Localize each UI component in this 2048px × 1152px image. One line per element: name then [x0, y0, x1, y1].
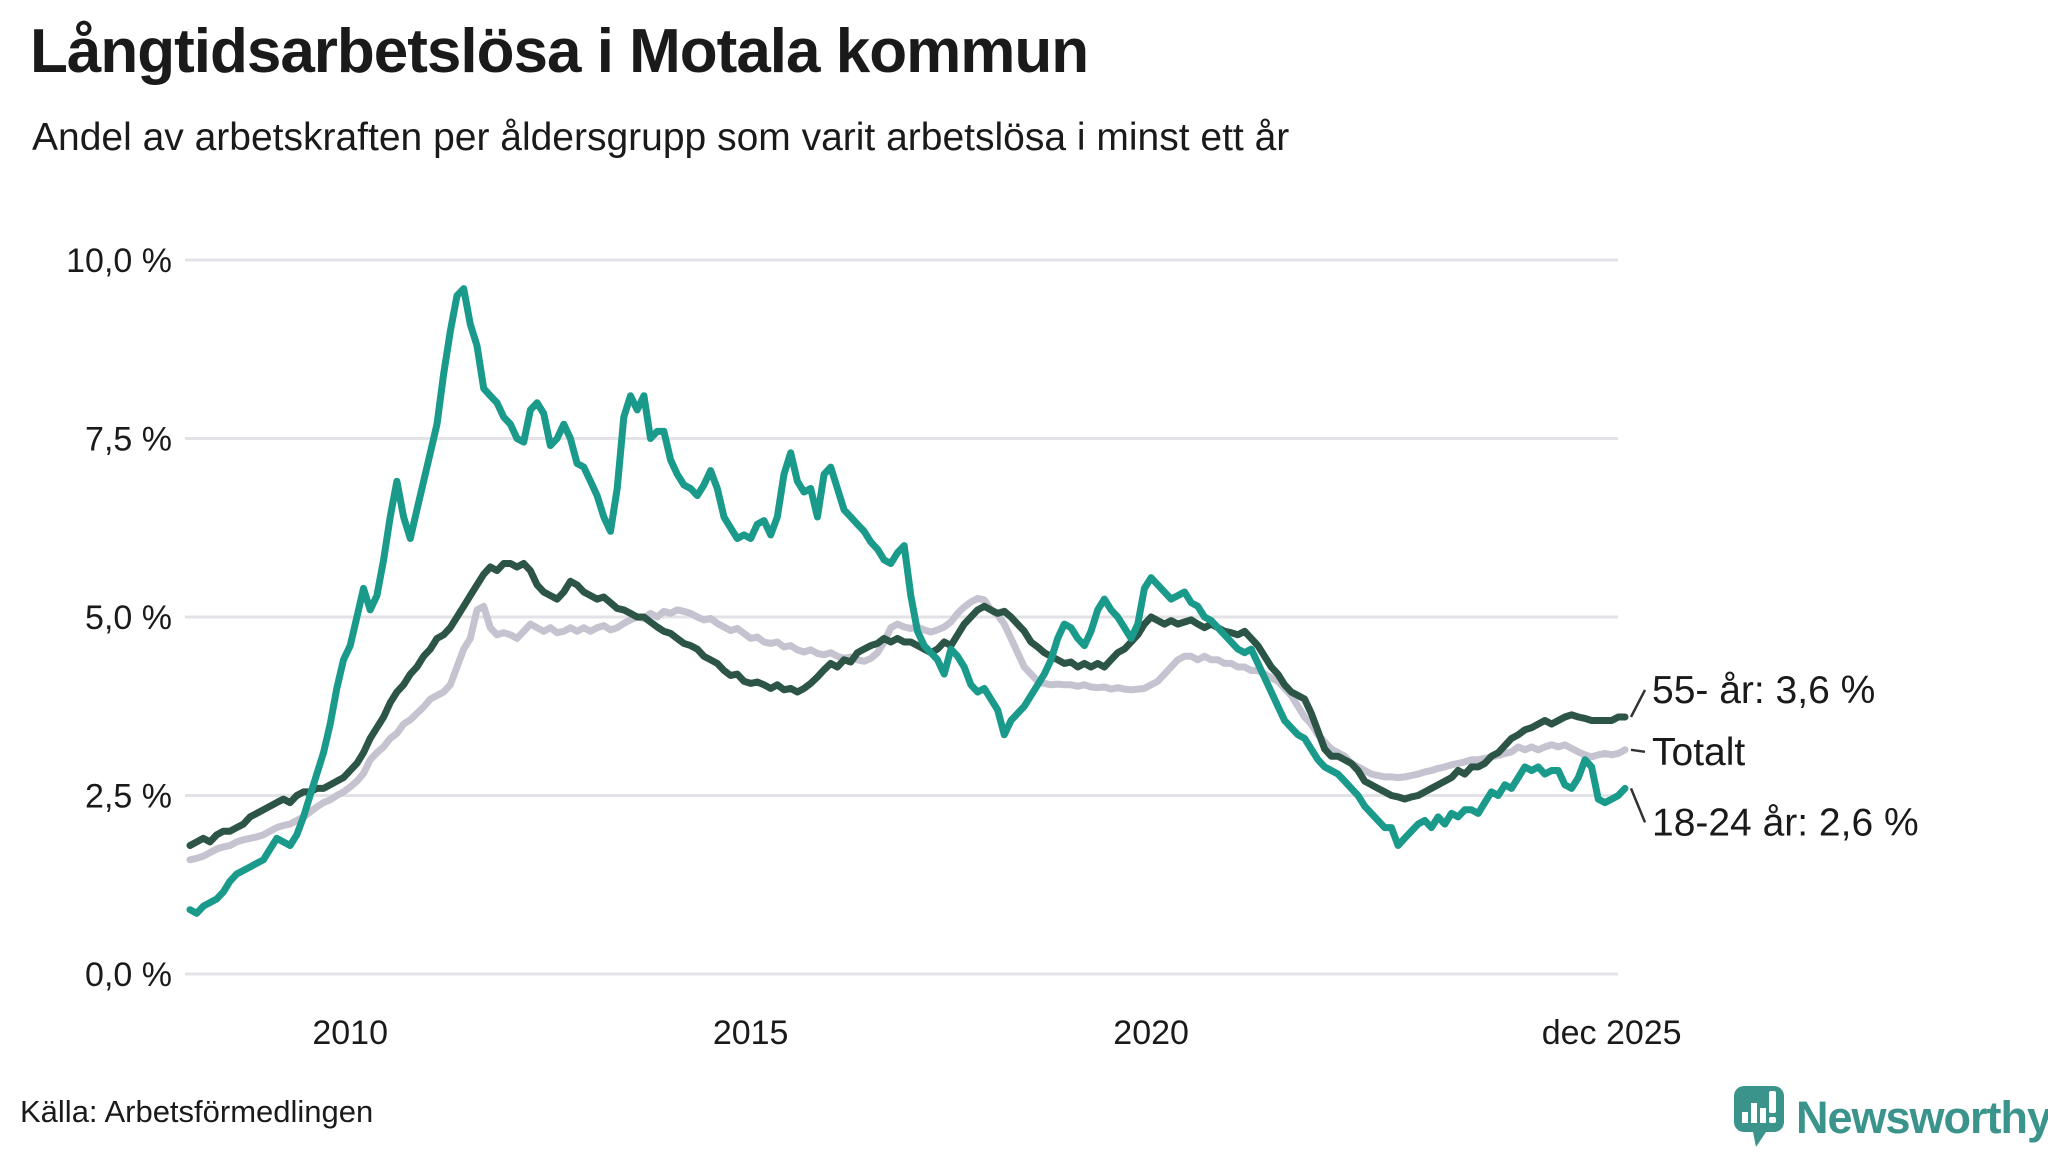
x-axis-tick-label: 2020 [1113, 1014, 1189, 1052]
series-end-label-55- år: 55- år: 3,6 % [1652, 669, 1875, 712]
x-axis-tick-label: 2015 [713, 1014, 789, 1052]
x-axis-tick-label: dec 2025 [1542, 1014, 1682, 1052]
y-axis-tick-label: 5,0 % [85, 599, 172, 637]
label-connector-18-24 år [1629, 787, 1647, 823]
y-axis-tick-label: 10,0 % [66, 242, 172, 280]
label-connector-55- år [1629, 689, 1647, 718]
chart-subtitle: Andel av arbetskraften per åldersgrupp s… [32, 116, 1290, 159]
y-axis-tick-label: 0,0 % [85, 956, 172, 994]
series-end-label-Totalt: Totalt [1652, 731, 1745, 774]
page-title: Långtidsarbetslösa i Motala kommun [30, 17, 1089, 86]
y-axis-tick-label: 2,5 % [85, 778, 172, 816]
newsworthy-speech-bubble-chart-icon [1734, 1086, 1784, 1147]
y-axis-tick-label: 7,5 % [85, 421, 172, 459]
series-line-18-24 år [186, 285, 1629, 917]
newsworthy-logo-text: Newsworthy [1796, 1092, 2048, 1143]
x-axis-tick-label: 2010 [312, 1014, 388, 1052]
series-line-55- år [186, 560, 1629, 849]
series-end-label-18-24 år: 18-24 år: 2,6 % [1652, 801, 1919, 844]
newsworthy-logo: Newsworthy [1734, 1086, 2048, 1150]
series-line-Totalt [186, 594, 1629, 864]
label-connector-Totalt [1630, 748, 1646, 754]
source-credit: Källa: Arbetsförmedlingen [20, 1094, 374, 1129]
